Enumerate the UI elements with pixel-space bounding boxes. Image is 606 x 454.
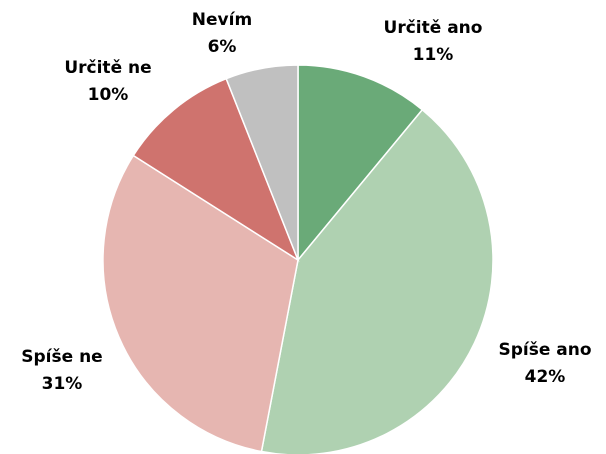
slice-value-label: 10% [88,85,129,105]
slice-label: Určitě ano [384,18,483,38]
pie-slice [132,77,300,262]
pie-slice [225,64,299,261]
slice-value-label: 42% [525,367,566,387]
slice-label: Nevím [192,10,252,30]
pie-slice [297,64,424,263]
pie-slice [260,108,494,454]
slice-value-label: 11% [413,45,454,65]
slice-label: Spíše ne [21,347,102,367]
slice-value-label: 31% [42,374,83,394]
slice-label: Určitě ne [64,58,151,78]
slice-label: Spíše ano [498,340,591,360]
slice-value-label: 6% [208,37,237,57]
